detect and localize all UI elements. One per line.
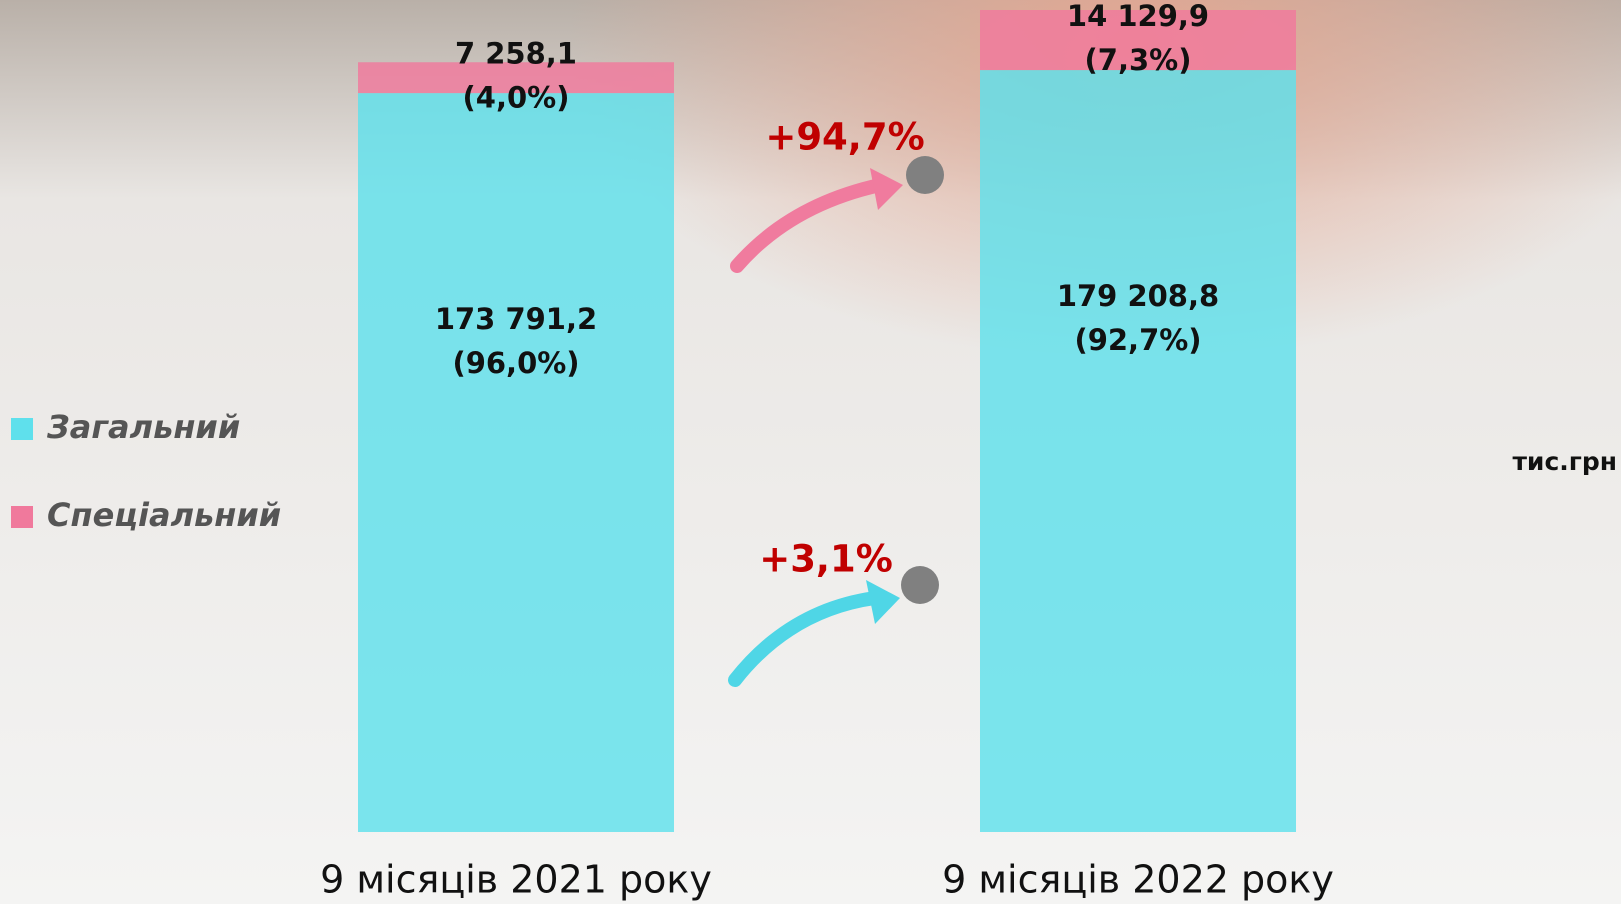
- legend-swatch: [11, 418, 33, 440]
- arrow: [728, 591, 882, 687]
- legend-swatch: [11, 506, 33, 528]
- legend-label: Спеціальний: [47, 496, 281, 534]
- x-tick-label: 9 місяців 2021 року: [320, 858, 712, 902]
- share-label: (96,0%): [452, 346, 579, 380]
- x-tick-label: 9 місяців 2022 року: [942, 858, 1334, 902]
- arrow: [730, 178, 887, 273]
- share-label: (7,3%): [1085, 43, 1192, 77]
- share-label: (4,0%): [463, 81, 570, 115]
- annotation: +3,1%: [759, 538, 893, 581]
- dot: [906, 156, 944, 194]
- share-label: (92,7%): [1074, 323, 1201, 357]
- annotation: +94,7%: [765, 116, 924, 159]
- arrowhead: [870, 168, 903, 210]
- bars: [358, 10, 1296, 832]
- bar-segment: [358, 93, 674, 832]
- value-label: 14 129,9: [1067, 0, 1209, 33]
- unit-label: тис.грн: [1512, 447, 1617, 476]
- legend-label: Загальний: [46, 408, 240, 446]
- value-label: 7 258,1: [455, 37, 577, 71]
- value-label: 173 791,2: [435, 302, 597, 336]
- bar-segment: [980, 10, 1296, 71]
- bar-segment: [980, 70, 1296, 832]
- value-label: 179 208,8: [1057, 279, 1219, 313]
- bar-segment: [358, 62, 674, 94]
- dot: [901, 566, 939, 604]
- arrowhead: [866, 580, 900, 624]
